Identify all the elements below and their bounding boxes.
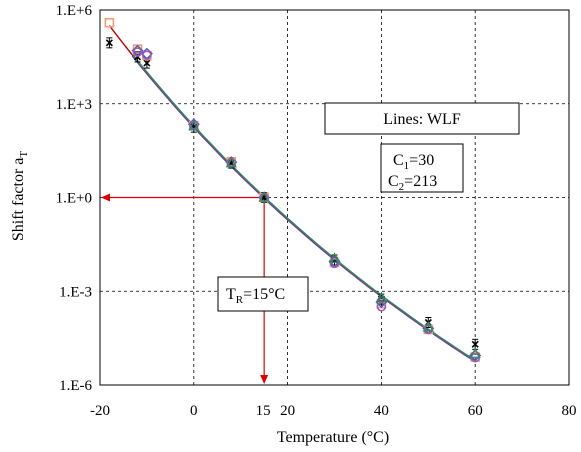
wlf-label-box	[324, 102, 520, 135]
data-point-triangle	[188, 119, 200, 131]
y-tick-label: 1.E-3	[59, 284, 92, 300]
data-point-triangle	[258, 191, 270, 202]
data-point-triangle	[422, 320, 434, 332]
wlf-constants-box	[380, 143, 464, 193]
y-tick-label: 1.E+0	[56, 191, 92, 207]
data-point-triangle	[469, 347, 481, 358]
data-point-circle	[329, 258, 340, 269]
x-axis-title: Temperature (°C)	[277, 429, 389, 446]
x-tick-label: 20	[280, 403, 295, 419]
plot-frame	[99, 9, 570, 386]
x-tick-labels: -20 0 20 40 60 80 15	[90, 403, 577, 419]
c1-constant-label: C1=30	[393, 152, 434, 172]
y-tick-label: 1.E-6	[59, 378, 92, 394]
y-tick-label: 1.E+6	[56, 3, 93, 19]
data-point-square	[104, 17, 115, 28]
data-point-x	[105, 39, 113, 47]
y-axis-title: Shift factor aT	[10, 151, 30, 242]
x-tick-label: 0	[190, 403, 198, 419]
y-tick-label: 1.E+3	[56, 97, 92, 113]
wlf-label: Lines: WLF	[383, 111, 461, 128]
reference-temperature-box	[217, 276, 309, 312]
data-point-circle	[132, 47, 143, 57]
horizontal-arrow-head	[101, 193, 110, 202]
y-tick-labels: 1.E-6 1.E-3 1.E+0 1.E+3 1.E+6	[56, 3, 93, 394]
data-point-triangle	[328, 252, 341, 263]
reference-temperature-label: TR=15°C	[226, 286, 285, 306]
data-point-circle	[142, 50, 152, 60]
wlf-fit-line	[132, 54, 476, 362]
x-tick-label-reference: 15	[256, 403, 271, 419]
data-point-circle	[376, 301, 387, 312]
c2-constant-label: C2=213	[388, 173, 437, 193]
data-point-triangle	[225, 156, 237, 168]
wlf-fit-line	[131, 55, 475, 362]
vertical-arrow-head	[260, 375, 269, 384]
wlf-fit-line	[132, 55, 477, 363]
x-tick-label: 60	[468, 403, 483, 419]
data-point-triangle	[375, 291, 387, 303]
data-points	[104, 17, 482, 363]
x-tick-label: -20	[90, 403, 110, 419]
data-point-x	[143, 59, 151, 67]
data-point-x	[471, 340, 479, 348]
x-tick-label: 40	[374, 403, 389, 419]
x-tick-label: 80	[562, 403, 577, 419]
